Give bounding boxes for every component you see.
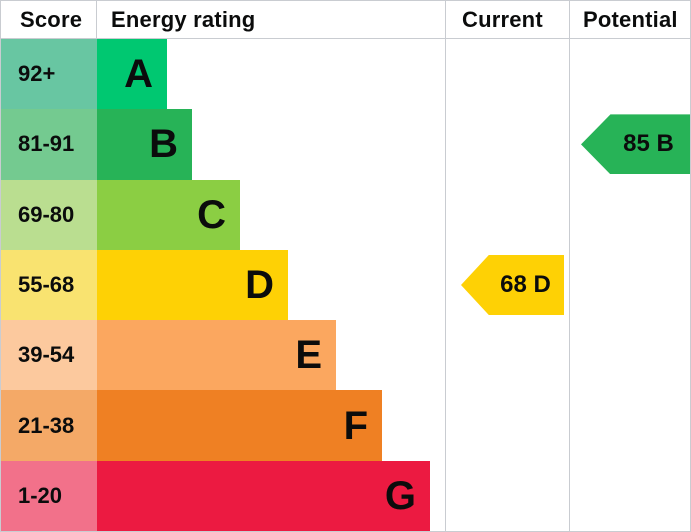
- band-bar-e: E: [97, 320, 336, 391]
- header-energy-rating: Energy rating: [97, 1, 446, 38]
- score-range-f: 21-38: [1, 390, 97, 461]
- bands-area: 92+ A 81-91 B 69-80 C 55-68 D 39-54 E 21…: [1, 39, 446, 531]
- chart-body: 92+ A 81-91 B 69-80 C 55-68 D 39-54 E 21…: [1, 39, 690, 531]
- band-bar-c: C: [97, 179, 240, 250]
- band-bar-f: F: [97, 390, 382, 461]
- band-letter-g: G: [384, 473, 416, 518]
- band-letter-e: E: [295, 333, 322, 378]
- band-letter-d: D: [245, 262, 274, 307]
- score-range-a: 92+: [1, 39, 97, 110]
- score-range-b: 81-91: [1, 109, 97, 180]
- band-row-c: 69-80 C: [1, 179, 445, 250]
- potential-rating-arrow: 85 B: [581, 114, 690, 175]
- score-range-e: 39-54: [1, 320, 97, 391]
- header-current: Current: [446, 1, 570, 38]
- band-row-e: 39-54 E: [1, 320, 445, 391]
- band-row-a: 92+ A: [1, 39, 445, 110]
- score-range-c: 69-80: [1, 179, 97, 250]
- band-letter-b: B: [149, 122, 178, 167]
- score-range-d: 55-68: [1, 249, 97, 321]
- header-potential: Potential: [583, 6, 678, 32]
- band-row-b: 81-91 B: [1, 109, 445, 180]
- band-bar-d: D: [97, 249, 288, 321]
- band-row-g: 1-20 G: [1, 460, 445, 531]
- band-letter-a: A: [124, 52, 153, 97]
- current-rating-arrow: 68 D: [461, 255, 564, 315]
- band-letter-c: C: [197, 192, 226, 237]
- band-row-d: 55-68 D: [1, 249, 445, 321]
- header-score: Score: [1, 1, 97, 38]
- band-bar-a: A: [97, 39, 167, 110]
- score-range-g: 1-20: [1, 460, 97, 531]
- band-row-f: 21-38 F: [1, 390, 445, 461]
- current-column: 68 D: [446, 39, 570, 531]
- band-bar-b: B: [97, 109, 192, 180]
- band-bar-g: G: [97, 460, 430, 531]
- chart-header-row: Score Energy rating Current Potential: [1, 1, 690, 39]
- band-letter-f: F: [343, 403, 368, 448]
- potential-column: 85 B: [570, 39, 690, 531]
